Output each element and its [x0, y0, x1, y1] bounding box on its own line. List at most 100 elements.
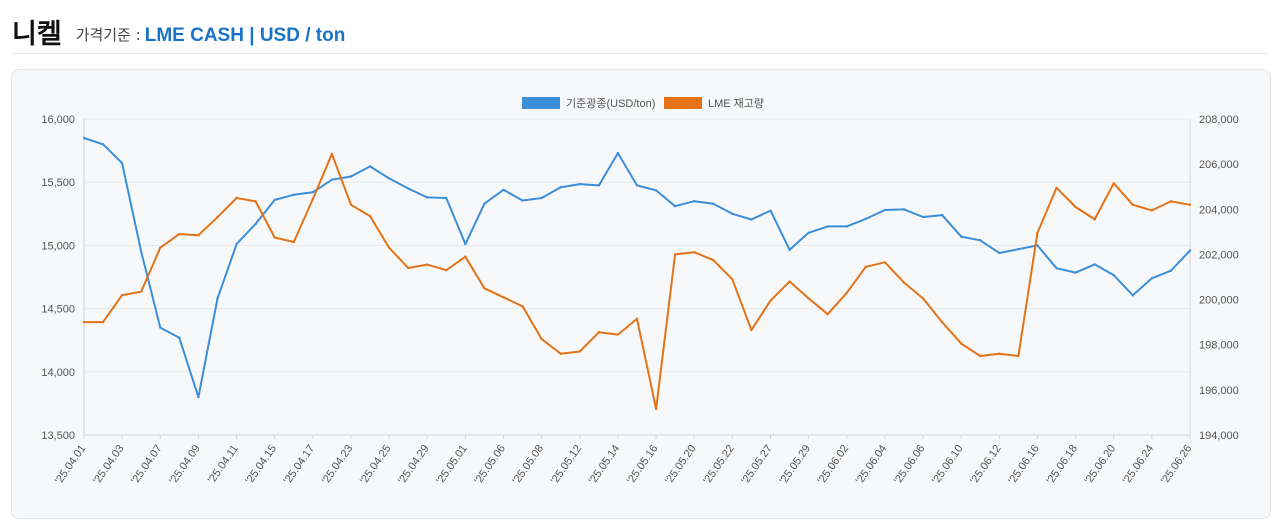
price-basis-value: LME CASH | USD / ton — [144, 25, 346, 46]
stock-point — [216, 215, 219, 219]
price-point — [311, 191, 315, 194]
price-point — [464, 242, 467, 246]
price-point — [292, 193, 295, 197]
price-point — [845, 225, 848, 228]
x-tick-label: '25.05.06 — [472, 443, 508, 487]
stock-point — [864, 265, 868, 269]
stock-point — [1036, 231, 1039, 235]
price-point — [578, 182, 581, 186]
x-tick-label: '25.04.01 — [53, 443, 89, 487]
stock-point — [120, 293, 124, 297]
y-right-tick-label: 206,000 — [1199, 159, 1239, 171]
header-divider — [12, 53, 1268, 54]
price-point — [1188, 249, 1192, 252]
stock-point — [1112, 182, 1115, 185]
x-tick-label: '25.06.12 — [968, 443, 1004, 487]
stock-point — [387, 246, 391, 249]
stock-point — [349, 203, 353, 206]
stock-point — [311, 197, 315, 201]
stock-point — [292, 240, 295, 244]
price-point — [140, 250, 143, 253]
series-line-stock — [84, 153, 1191, 410]
page-title: 니켈 — [12, 19, 62, 50]
stock-point — [597, 331, 601, 334]
y-right-tick-label: 204,000 — [1199, 204, 1239, 216]
price-point — [82, 136, 86, 140]
x-tick-label: '25.06.16 — [1006, 443, 1042, 487]
stock-point — [902, 281, 906, 284]
stock-point — [140, 290, 143, 293]
x-tick-label: '25.06.26 — [1159, 443, 1195, 487]
price-point — [197, 395, 200, 399]
stock-point — [464, 255, 467, 258]
y-left-tick-label: 14,000 — [41, 367, 75, 379]
stock-point — [940, 320, 944, 324]
x-tick-label: '25.06.06 — [892, 443, 928, 487]
stock-point — [1188, 203, 1192, 206]
stock-point — [197, 234, 200, 237]
x-tick-label: '25.04.15 — [244, 443, 280, 487]
price-point — [540, 196, 543, 200]
stock-point — [521, 305, 524, 308]
stock-point — [578, 350, 581, 353]
legend-label[interactable]: 기준광종(USD/ton) — [566, 97, 655, 110]
stock-point — [712, 258, 715, 262]
series-line-price — [83, 137, 1191, 399]
price-point — [654, 189, 658, 192]
stock-point — [788, 280, 791, 283]
y-right-tick-label: 208,000 — [1199, 114, 1239, 126]
price-point — [731, 212, 734, 215]
y-left-tick-label: 16,000 — [41, 114, 75, 126]
price-point — [616, 151, 620, 155]
x-tick-label: '25.04.09 — [167, 443, 203, 487]
x-tick-label: '25.04.23 — [320, 443, 356, 487]
x-tick-label: '25.04.17 — [282, 443, 318, 487]
x-tick-label: '25.06.24 — [1121, 443, 1157, 487]
y-left-tick-label: 15,000 — [41, 240, 75, 252]
x-tick-label: '25.05.14 — [587, 443, 623, 487]
price-point — [235, 242, 238, 246]
stock-point — [845, 291, 848, 294]
legend-swatch[interactable] — [664, 97, 702, 109]
x-tick-label: '25.04.03 — [91, 443, 127, 487]
price-point — [788, 248, 791, 252]
price-point — [902, 208, 906, 211]
stock-point — [235, 196, 238, 200]
stock-point — [1074, 205, 1077, 209]
x-tick-label: '25.06.10 — [930, 443, 966, 487]
stock-point — [693, 250, 696, 254]
y-left-tick-label: 14,500 — [41, 304, 75, 316]
price-point — [330, 178, 334, 181]
legend-label[interactable]: LME 재고량 — [708, 97, 764, 110]
price-point — [807, 231, 810, 234]
stock-point — [883, 261, 887, 264]
x-tick-label: '25.05.08 — [511, 443, 547, 487]
x-tick-label: '25.05.20 — [663, 443, 699, 487]
stock-point — [426, 263, 429, 266]
stock-point — [254, 200, 257, 203]
stock-point — [998, 352, 1001, 355]
stock-point — [635, 317, 639, 320]
price-point — [921, 215, 925, 219]
x-tick-label: '25.05.12 — [549, 443, 585, 487]
x-tick-label: '25.06.02 — [816, 443, 852, 487]
x-tick-label: '25.05.29 — [777, 443, 813, 487]
price-point — [959, 235, 963, 238]
price-point — [521, 199, 524, 202]
price-point — [597, 184, 601, 187]
stock-point — [1150, 209, 1154, 212]
stock-point — [1169, 200, 1173, 203]
price-point — [1093, 263, 1096, 266]
x-tick-label: '25.05.27 — [739, 443, 775, 487]
stock-point — [445, 269, 448, 272]
stock-point — [769, 299, 772, 302]
y-right-tick-label: 200,000 — [1199, 295, 1239, 307]
x-tick-label: '25.04.07 — [129, 443, 165, 487]
price-point — [406, 187, 410, 190]
stock-point — [1131, 203, 1134, 206]
stock-point — [368, 214, 372, 218]
price-point — [159, 326, 162, 329]
price-point — [559, 186, 562, 189]
legend-swatch[interactable] — [522, 97, 560, 109]
price-point — [940, 213, 944, 217]
